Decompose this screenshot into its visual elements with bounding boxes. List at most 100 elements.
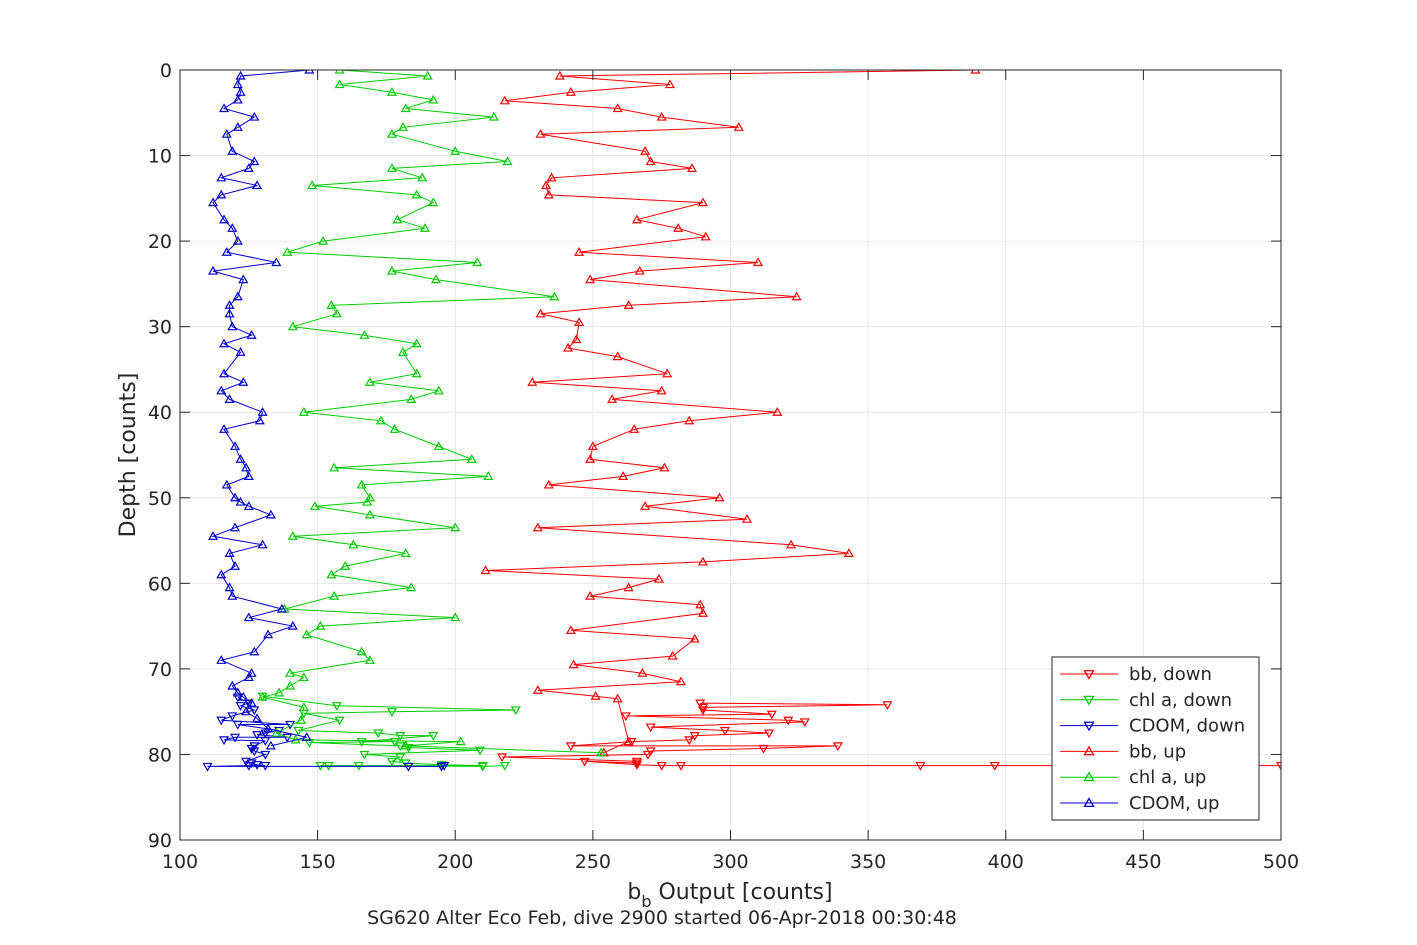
data-point-chl-a-up (364, 492, 375, 502)
data-point-chl-a-up (392, 214, 403, 224)
data-point-chl-a-down (334, 716, 345, 726)
data-point-bb-up (618, 471, 629, 480)
data-point-chl-a-up (315, 620, 326, 630)
data-point-cdom-down (235, 702, 246, 711)
data-point-chl-a-down (510, 706, 521, 716)
data-point-chl-a-up (400, 548, 411, 557)
series-bb-down (497, 699, 1281, 771)
series-cdom-down (202, 693, 450, 772)
data-point-chl-a-up (356, 646, 367, 656)
x-tick-label: 250 (575, 851, 611, 873)
data-point-cdom-up (249, 111, 260, 121)
chart-title: SG620 Alter Eco Feb, dive 2900 started 0… (367, 907, 957, 929)
data-point-cdom-up (249, 646, 260, 656)
data-point-cdom-down (249, 706, 260, 716)
data-point-cdom-up (243, 612, 254, 622)
data-point-bb-up (697, 608, 709, 617)
data-point-cdom-up (249, 156, 260, 166)
data-point-cdom-up (252, 713, 263, 723)
data-point-chl-a-up (329, 590, 340, 600)
data-point-cdom-up (227, 680, 238, 690)
data-point-chl-a-up (326, 300, 337, 309)
data-point-cdom-down (216, 716, 227, 726)
data-point-cdom-up (246, 667, 257, 677)
data-point-cdom-up (216, 189, 227, 199)
data-point-bb-up (697, 556, 709, 566)
data-point-chl-a-up (271, 727, 282, 737)
data-point-bb-up (786, 539, 797, 549)
data-point-chl-a-up (406, 582, 417, 592)
data-point-cdom-up (216, 385, 227, 395)
data-point-chl-a-up (329, 462, 340, 472)
x-tick-label: 200 (437, 851, 473, 873)
data-point-cdom-up (265, 509, 276, 519)
data-point-bb-up (741, 513, 753, 523)
data-point-bb-up (664, 79, 675, 89)
data-point-cdom-up (207, 197, 219, 207)
data-point-chl-a-up (307, 180, 318, 190)
data-point-bb-up (714, 492, 725, 502)
data-point-bb-down (631, 759, 642, 769)
data-point-cdom-up (235, 496, 246, 506)
data-point-chl-a-up (411, 189, 422, 199)
data-point-cdom-up (276, 603, 287, 613)
data-point-cdom-up (235, 454, 246, 463)
data-point-chl-a-up (389, 424, 400, 433)
data-point-cdom-up (216, 172, 227, 182)
data-point-chl-a-up (422, 70, 433, 80)
data-point-bb-down (783, 716, 794, 726)
data-point-cdom-up (219, 338, 230, 348)
data-point-bb-up (623, 736, 634, 746)
data-point-cdom-up (207, 265, 219, 275)
data-point-cdom-up (235, 70, 246, 80)
data-point-chl-a-down (499, 761, 510, 771)
data-point-cdom-up (221, 247, 232, 256)
data-point-bb-down (799, 718, 810, 728)
data-point-chl-a-up (450, 612, 461, 622)
data-point-chl-a-up (301, 629, 312, 639)
data-point-bb-down (675, 761, 686, 771)
data-point-cdom-down (232, 720, 243, 730)
data-point-cdom-up (235, 87, 246, 96)
data-point-chl-a-up (400, 740, 411, 750)
data-point-bb-down (579, 757, 590, 767)
data-point-cdom-up (230, 492, 241, 502)
data-point-cdom-up (232, 291, 243, 301)
data-point-chl-a-up (298, 672, 309, 682)
data-point-chl-a-up (397, 347, 408, 356)
data-point-chl-a-up (326, 569, 337, 579)
data-point-bb-up (752, 257, 764, 267)
data-point-chl-a-up (331, 308, 342, 318)
data-point-bb-up (535, 128, 546, 138)
data-point-bb-up (574, 247, 585, 256)
series-group (202, 70, 1281, 772)
data-point-chl-a-down (359, 750, 370, 760)
data-point-bb-down (620, 712, 631, 722)
data-point-bb-up (640, 501, 651, 510)
data-point-bb-up (574, 317, 585, 326)
data-point-bb-down (764, 729, 775, 739)
data-point-cdom-down (249, 742, 260, 752)
data-point-cdom-up (243, 501, 254, 510)
data-point-chl-a-up (359, 330, 370, 339)
data-point-bb-up (623, 582, 634, 592)
data-point-bb-up (695, 599, 706, 609)
data-point-cdom-down (252, 761, 263, 770)
data-point-chl-a-up (386, 87, 397, 96)
data-point-bb-down (695, 699, 706, 709)
data-point-cdom-up (221, 128, 232, 138)
data-point-bb-up (543, 479, 554, 489)
series-chl-a-up (257, 70, 607, 757)
axis-ticks: 100 150 200 250 300 350 400 450 500 0 10 20 30 40 50 60… (148, 60, 1299, 873)
data-point-bb-up (697, 197, 709, 207)
data-point-bb-up (565, 625, 576, 634)
data-point-chl-a-down (403, 743, 414, 753)
data-point-bb-up (667, 650, 678, 660)
data-point-bb-up (656, 385, 667, 395)
data-point-bb-up (554, 70, 565, 80)
data-point-chl-a-up (466, 454, 477, 463)
y-tick-label: 0 (160, 60, 172, 82)
data-point-chl-a-up (397, 122, 408, 131)
data-point-bb-up (590, 691, 601, 700)
